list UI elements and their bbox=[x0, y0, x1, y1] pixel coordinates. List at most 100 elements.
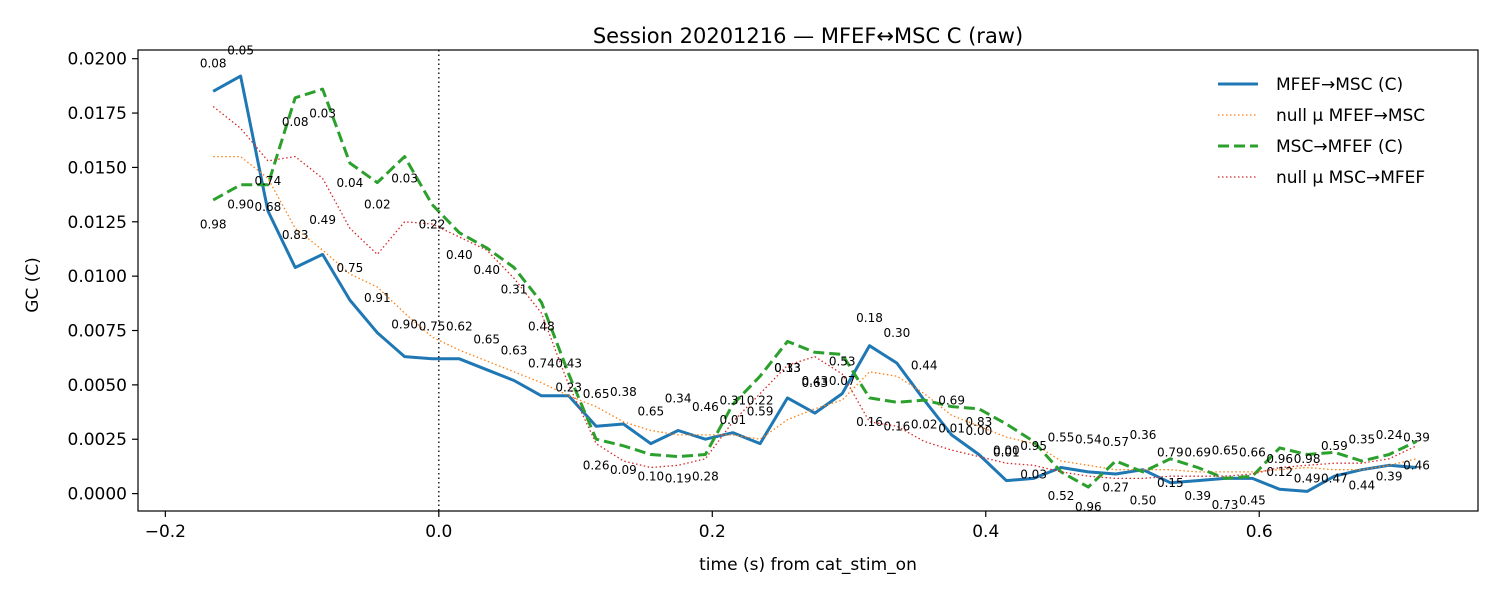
p-value-label: 0.96 bbox=[1266, 452, 1293, 466]
y-axis-label: GC (C) bbox=[23, 257, 43, 313]
p-value-label: 0.08 bbox=[282, 115, 309, 129]
p-value-label: 0.00 bbox=[993, 444, 1020, 458]
p-value-label: 0.22 bbox=[747, 393, 774, 407]
p-value-label: 0.22 bbox=[419, 217, 446, 231]
p-value-label: 0.03 bbox=[391, 172, 418, 186]
p-value-label: 0.36 bbox=[1130, 428, 1157, 442]
y-tick-label: 0.0075 bbox=[68, 322, 127, 342]
series-line-1 bbox=[212, 74, 1417, 493]
p-value-label: 0.23 bbox=[555, 380, 582, 394]
p-value-label: 0.49 bbox=[1294, 472, 1321, 486]
y-tick-label: 0.0050 bbox=[68, 376, 127, 396]
y-tick-label: 0.0175 bbox=[68, 104, 127, 124]
p-value-label: 0.59 bbox=[747, 404, 774, 418]
p-value-label: 0.02 bbox=[364, 198, 391, 212]
p-value-label: 0.28 bbox=[692, 470, 719, 484]
p-value-label: 0.98 bbox=[1294, 452, 1321, 466]
p-value-label: 0.44 bbox=[911, 359, 938, 373]
p-value-label: 0.63 bbox=[801, 376, 828, 390]
p-value-labels: 0.080.980.050.900.740.680.080.830.030.49… bbox=[200, 43, 1430, 514]
p-value-label: 0.69 bbox=[938, 393, 965, 407]
series-line-2 bbox=[213, 155, 1417, 473]
legend-label-2: null μ MFEF→MSC bbox=[1276, 106, 1425, 126]
x-tick-label: −0.2 bbox=[145, 522, 186, 542]
legend-label-3: MSC→MFEF (C) bbox=[1276, 137, 1403, 157]
p-value-label: 0.47 bbox=[1321, 472, 1348, 486]
y-tick-label: 0.0200 bbox=[68, 50, 127, 70]
p-value-label: 0.16 bbox=[884, 420, 911, 434]
p-value-label: 0.39 bbox=[1184, 489, 1211, 503]
x-tick-label: 0.0 bbox=[425, 522, 452, 542]
p-value-label: 0.98 bbox=[200, 217, 227, 231]
p-value-label: 0.95 bbox=[1020, 439, 1047, 453]
p-value-label: 0.03 bbox=[1020, 467, 1047, 481]
p-value-label: 0.34 bbox=[665, 391, 692, 405]
p-value-label: 0.09 bbox=[610, 463, 637, 477]
p-value-label: 0.90 bbox=[227, 198, 254, 212]
p-value-label: 0.46 bbox=[692, 400, 719, 414]
axes-layer: −0.2 0.0 0.2 0.4 0.6 0.0000 0.0025 0.0050 0.0075… bbox=[68, 49, 1479, 542]
p-value-label: 0.83 bbox=[966, 415, 993, 429]
x-tick-label: 0.4 bbox=[972, 522, 999, 542]
p-value-label: 0.75 bbox=[337, 261, 364, 275]
p-value-label: 0.65 bbox=[473, 333, 500, 347]
p-value-label: 0.90 bbox=[391, 317, 418, 331]
legend-label-1: MFEF→MSC (C) bbox=[1276, 75, 1403, 95]
p-value-label: 0.08 bbox=[200, 56, 227, 70]
x-axis-label: time (s) from cat_stim_on bbox=[699, 555, 917, 575]
p-value-label: 0.69 bbox=[1184, 446, 1211, 460]
p-value-label: 0.68 bbox=[255, 200, 282, 214]
p-value-label: 0.16 bbox=[856, 415, 883, 429]
p-value-label: 0.74 bbox=[528, 357, 555, 371]
y-tick-label: 0.0125 bbox=[68, 213, 127, 233]
p-value-label: 0.43 bbox=[801, 374, 828, 388]
p-value-label: 0.91 bbox=[364, 291, 391, 305]
p-value-label: 0.54 bbox=[1075, 433, 1102, 447]
p-value-label: 0.02 bbox=[911, 417, 938, 431]
legend-label-4: null μ MSC→MFEF bbox=[1276, 168, 1425, 188]
p-value-label: 0.07 bbox=[829, 374, 856, 388]
p-value-label: 0.40 bbox=[473, 263, 500, 277]
p-value-label: 0.01 bbox=[719, 413, 746, 427]
y-tick-label: 0.0000 bbox=[68, 485, 127, 505]
p-value-label: 0.31 bbox=[501, 283, 528, 297]
chart-title: Session 20201216 — MFEF↔MSC C (raw) bbox=[593, 24, 1023, 48]
p-value-label: 0.38 bbox=[610, 385, 637, 399]
p-value-label: 0.74 bbox=[255, 174, 282, 188]
p-value-label: 0.12 bbox=[1266, 465, 1293, 479]
p-value-label: 0.65 bbox=[1212, 444, 1239, 458]
x-tick-label: 0.6 bbox=[1246, 522, 1273, 542]
p-value-label: 0.33 bbox=[774, 361, 801, 375]
p-value-label: 0.45 bbox=[1239, 494, 1266, 508]
p-value-label: 0.59 bbox=[1321, 439, 1348, 453]
series-line-4 bbox=[212, 105, 1417, 480]
p-value-label: 0.44 bbox=[1348, 478, 1375, 492]
p-value-label: 0.48 bbox=[528, 320, 555, 334]
p-value-label: 0.27 bbox=[1102, 480, 1129, 494]
p-value-label: 0.96 bbox=[1075, 500, 1102, 514]
y-tick-label: 0.0025 bbox=[68, 430, 127, 450]
y-tick-label: 0.0100 bbox=[68, 267, 127, 287]
p-value-label: 0.18 bbox=[856, 311, 883, 325]
p-value-label: 0.19 bbox=[665, 472, 692, 486]
p-value-label: 0.24 bbox=[1376, 428, 1403, 442]
p-value-label: 0.30 bbox=[884, 326, 911, 340]
plot-frame bbox=[137, 49, 1479, 512]
p-value-label: 0.49 bbox=[309, 213, 336, 227]
p-value-label: 0.46 bbox=[1403, 459, 1430, 473]
p-value-label: 0.00 bbox=[966, 424, 993, 438]
p-value-label: 0.01 bbox=[938, 422, 965, 436]
p-value-label: 0.52 bbox=[1048, 489, 1075, 503]
p-value-label: 0.62 bbox=[446, 320, 473, 334]
p-value-label: 0.04 bbox=[337, 176, 364, 190]
legend: MFEF→MSC (C) null μ MFEF→MSC MSC→MFEF (C) n… bbox=[1218, 75, 1425, 188]
p-value-label: 0.01 bbox=[993, 446, 1020, 460]
x-tick-label: 0.2 bbox=[699, 522, 726, 542]
p-value-label: 0.50 bbox=[1130, 494, 1157, 508]
p-value-label: 0.40 bbox=[446, 248, 473, 262]
p-value-label: 0.55 bbox=[1048, 430, 1075, 444]
p-value-label: 0.66 bbox=[1239, 446, 1266, 460]
p-value-label: 0.35 bbox=[1348, 433, 1375, 447]
